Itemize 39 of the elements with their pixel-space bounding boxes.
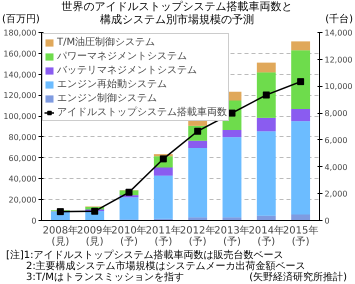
y-tick-label: 20,000 (8, 196, 37, 205)
y-tick-label: 80,000 (8, 132, 37, 142)
x-tick-label: 2014年 (予) (248, 224, 284, 248)
x-tick-label: 2009年 (見) (76, 224, 112, 248)
x-tick-label: 2008年 (見) (42, 224, 78, 248)
text: (矢野経済研究所推計) (249, 272, 347, 283)
y2-axis-title: (千台) (325, 14, 353, 26)
legend-label: エンジン制御システム (57, 92, 157, 105)
legend-label: エンジン再始動システム (57, 78, 167, 91)
y2-tick-label: 10,000 (324, 82, 352, 92)
x-tick-label: 2013年 (予) (214, 224, 250, 248)
y-axis-title: (百万円) (2, 14, 40, 26)
legend-label: アイドルストップシステム搭載車両数 (57, 106, 227, 119)
y2-tick-label: 0 (324, 216, 330, 226)
x-tick-label: 2015年 (予) (282, 224, 318, 248)
x-tick-label: 2011年 (予) (146, 224, 182, 248)
legend-label: T/M油圧制御システム (57, 36, 156, 49)
y2-tick-label: 14,000 (324, 28, 352, 38)
legend-label: パワーマネジメントシステム (57, 50, 187, 63)
y-tick-label: 160,000 (3, 49, 37, 58)
legend-label: バッテリマネジメントシステム (57, 64, 197, 77)
text: [注]1:アイドルストップシステム搭載車両数は販売台数ベース (6, 250, 285, 261)
y2-tick-label: 4,000 (324, 162, 348, 172)
y-tick-label: 100,000 (3, 112, 37, 122)
text: 2:主要構成システム市場規模はシステムメーカ出荷金額ベース (25, 261, 306, 272)
y2-tick-label: 6,000 (324, 136, 348, 145)
y-tick-label: 120,000 (3, 91, 37, 100)
y-tick-label: 140,000 (3, 70, 37, 80)
y-tick-label: 40,000 (8, 174, 37, 184)
text: 3:T/Mはトランスミッションを指す (25, 272, 184, 283)
x-tick-label: 2010年 (予) (111, 224, 147, 248)
chart-title: 世界のアイドルストップシステム搭載車両数と構成システム別市場規模の予測 (60, 0, 294, 26)
x-tick-label: 2012年 (予) (180, 224, 216, 248)
y-tick-label: 60,000 (8, 154, 37, 163)
y2-tick-label: 12,000 (324, 55, 352, 64)
y2-tick-label: 2,000 (324, 190, 348, 199)
y-tick-label: 0 (31, 216, 37, 226)
y-tick-label: 180,000 (3, 28, 37, 38)
y2-tick-label: 8,000 (324, 109, 348, 118)
